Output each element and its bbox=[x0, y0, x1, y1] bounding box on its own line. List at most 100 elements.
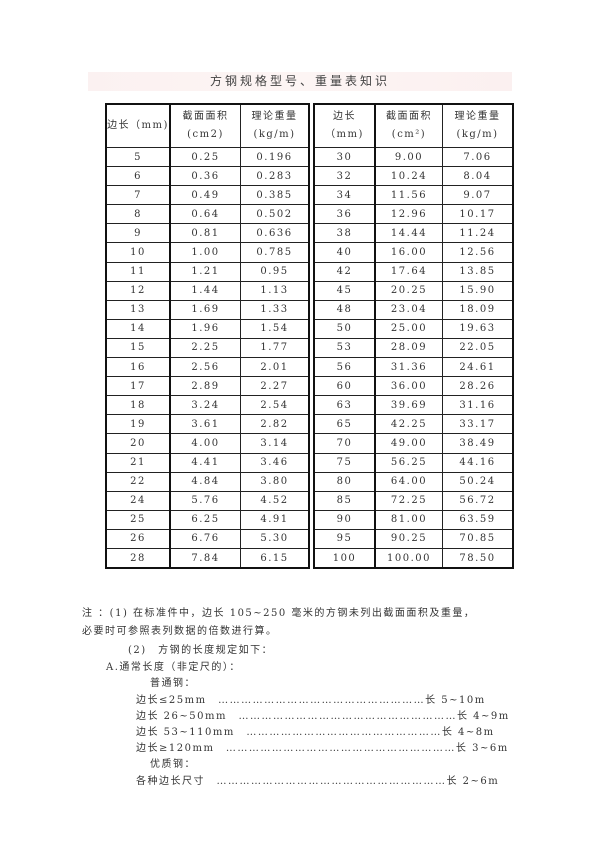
table-row: 9 0.81 0.636 bbox=[105, 223, 310, 244]
table-cell: 2.56 bbox=[169, 357, 241, 378]
table-row: 11 1.21 0.95 bbox=[105, 261, 310, 282]
table-cell: 65 bbox=[313, 414, 376, 435]
table-cell: 81.00 bbox=[374, 509, 443, 530]
table-cell: 17 bbox=[105, 376, 171, 397]
table-cell: 90 bbox=[313, 509, 376, 530]
table-row: 13 1.69 1.33 bbox=[105, 299, 310, 320]
table-cell: 0.36 bbox=[169, 166, 241, 187]
table-cell: 50 bbox=[313, 318, 376, 339]
table-cell: 8 bbox=[105, 204, 171, 225]
table-row: 19 3.61 2.82 bbox=[105, 414, 310, 435]
table-cell: 78.50 bbox=[442, 547, 514, 569]
table-cell: 1.44 bbox=[169, 280, 241, 301]
table-cell: 90.25 bbox=[374, 528, 443, 549]
table-row: 16 2.56 2.01 bbox=[105, 357, 310, 378]
table-cell: 9 bbox=[105, 223, 171, 244]
table-cell: 0.81 bbox=[169, 223, 241, 244]
note-line: (2) 方钢的长度规定如下： bbox=[128, 645, 274, 656]
table-cell: 0.64 bbox=[169, 204, 241, 225]
table-row: 5 0.25 0.196 bbox=[105, 146, 310, 168]
table-cell: 1.13 bbox=[240, 280, 310, 301]
table-cell: 50.24 bbox=[442, 471, 514, 492]
column-header: 理论重量 (kg/m) bbox=[240, 103, 310, 148]
table-cell: 75 bbox=[313, 452, 376, 473]
table-row: 24 5.76 4.52 bbox=[105, 490, 310, 511]
table-row: 56 31.36 24.61 bbox=[313, 357, 514, 378]
table-cell: 2.27 bbox=[240, 376, 310, 397]
note-line: A.通常长度（非定尺的）： bbox=[106, 662, 241, 673]
note-line: 边长 26~50mm …………………………………………………长 4~9m bbox=[136, 711, 510, 722]
steel-table-right: 边长（mm) 截面面积 (cm²) 理论重量 (kg/m) 30 9.00 7.06 32 1… bbox=[313, 103, 514, 570]
table-cell: 4.91 bbox=[240, 509, 310, 530]
table-cell: 12.56 bbox=[442, 242, 514, 263]
table-row: 32 10.24 8.04 bbox=[313, 166, 514, 187]
table-row: 85 72.25 56.72 bbox=[313, 490, 514, 511]
table-cell: 28.26 bbox=[442, 376, 514, 397]
table-cell: 45 bbox=[313, 280, 376, 301]
table-cell: 0.196 bbox=[240, 146, 310, 168]
table-cell: 0.785 bbox=[240, 242, 310, 263]
table-cell: 6.25 bbox=[169, 509, 241, 530]
table-cell: 9.00 bbox=[374, 146, 443, 168]
table-cell: 0.95 bbox=[240, 261, 310, 282]
table-cell: 24.61 bbox=[442, 357, 514, 378]
table-row: 40 16.00 12.56 bbox=[313, 242, 514, 263]
table-cell: 14 bbox=[105, 318, 171, 339]
table-cell: 56.72 bbox=[442, 490, 514, 511]
table-cell: 63.59 bbox=[442, 509, 514, 530]
table-cell: 70.85 bbox=[442, 528, 514, 549]
table-cell: 28 bbox=[105, 547, 171, 569]
table-cell: 2.54 bbox=[240, 395, 310, 416]
table-cell: 2.01 bbox=[240, 357, 310, 378]
table-cell: 18 bbox=[105, 395, 171, 416]
table-row: 10 1.00 0.785 bbox=[105, 242, 310, 263]
table-cell: 36.00 bbox=[374, 376, 443, 397]
table-cell: 0.502 bbox=[240, 204, 310, 225]
table-cell: 64.00 bbox=[374, 471, 443, 492]
table-cell: 38 bbox=[313, 223, 376, 244]
table-cell: 0.25 bbox=[169, 146, 241, 168]
table-cell: 6 bbox=[105, 166, 171, 187]
table-row: 30 9.00 7.06 bbox=[313, 146, 514, 168]
table-row: 60 36.00 28.26 bbox=[313, 376, 514, 397]
table-row: 7 0.49 0.385 bbox=[105, 185, 310, 206]
note-line: 边长 53~110mm ……………………………………………长 4~8m bbox=[136, 727, 495, 738]
table-cell: 49.00 bbox=[374, 433, 443, 454]
table-row: 18 3.24 2.54 bbox=[105, 395, 310, 416]
table-cell: 80 bbox=[313, 471, 376, 492]
table-cell: 4.00 bbox=[169, 433, 241, 454]
table-row: 45 20.25 15.90 bbox=[313, 280, 514, 301]
table-cell: 9.07 bbox=[442, 185, 514, 206]
table-cell: 10 bbox=[105, 242, 171, 263]
table-cell: 13 bbox=[105, 299, 171, 320]
table-cell: 2.89 bbox=[169, 376, 241, 397]
table-cell: 1.00 bbox=[169, 242, 241, 263]
table-row: 17 2.89 2.27 bbox=[105, 376, 310, 397]
table-cell: 1.96 bbox=[169, 318, 241, 339]
table-cell: 25.00 bbox=[374, 318, 443, 339]
table-cell: 3.61 bbox=[169, 414, 241, 435]
table-cell: 24 bbox=[105, 490, 171, 511]
table-row: 12 1.44 1.13 bbox=[105, 280, 310, 301]
table-cell: 12 bbox=[105, 280, 171, 301]
table-cell: 1.33 bbox=[240, 299, 310, 320]
table-row: 65 42.25 33.17 bbox=[313, 414, 514, 435]
header-row: 边长（mm) 截面面积 (cm²) 理论重量 (kg/m) bbox=[313, 103, 514, 148]
table-cell: 7.84 bbox=[169, 547, 241, 569]
table-cell: 32 bbox=[313, 166, 376, 187]
table-row: 90 81.00 63.59 bbox=[313, 509, 514, 530]
table-cell: 34 bbox=[313, 185, 376, 206]
table-row: 80 64.00 50.24 bbox=[313, 471, 514, 492]
table-cell: 39.69 bbox=[374, 395, 443, 416]
table-cell: 31.16 bbox=[442, 395, 514, 416]
table-cell: 7 bbox=[105, 185, 171, 206]
page-title: 方钢规格型号、重量表知识 bbox=[88, 72, 512, 91]
note-line: 边长≥120mm ……………………………………………………长 3~6m bbox=[136, 743, 509, 754]
table-row: 50 25.00 19.63 bbox=[313, 318, 514, 339]
note-line: 必要时可参照表列数据的倍数进行算。 bbox=[82, 626, 278, 637]
table-row: 95 90.25 70.85 bbox=[313, 528, 514, 549]
table-cell: 44.16 bbox=[442, 452, 514, 473]
table-cell: 0.636 bbox=[240, 223, 310, 244]
steel-table-left: 边长（mm) 截面面积 (cm2) 理论重量 (kg/m) 5 0.25 0.196 6 0.… bbox=[105, 103, 310, 570]
column-header: 边长（mm) bbox=[105, 103, 171, 148]
